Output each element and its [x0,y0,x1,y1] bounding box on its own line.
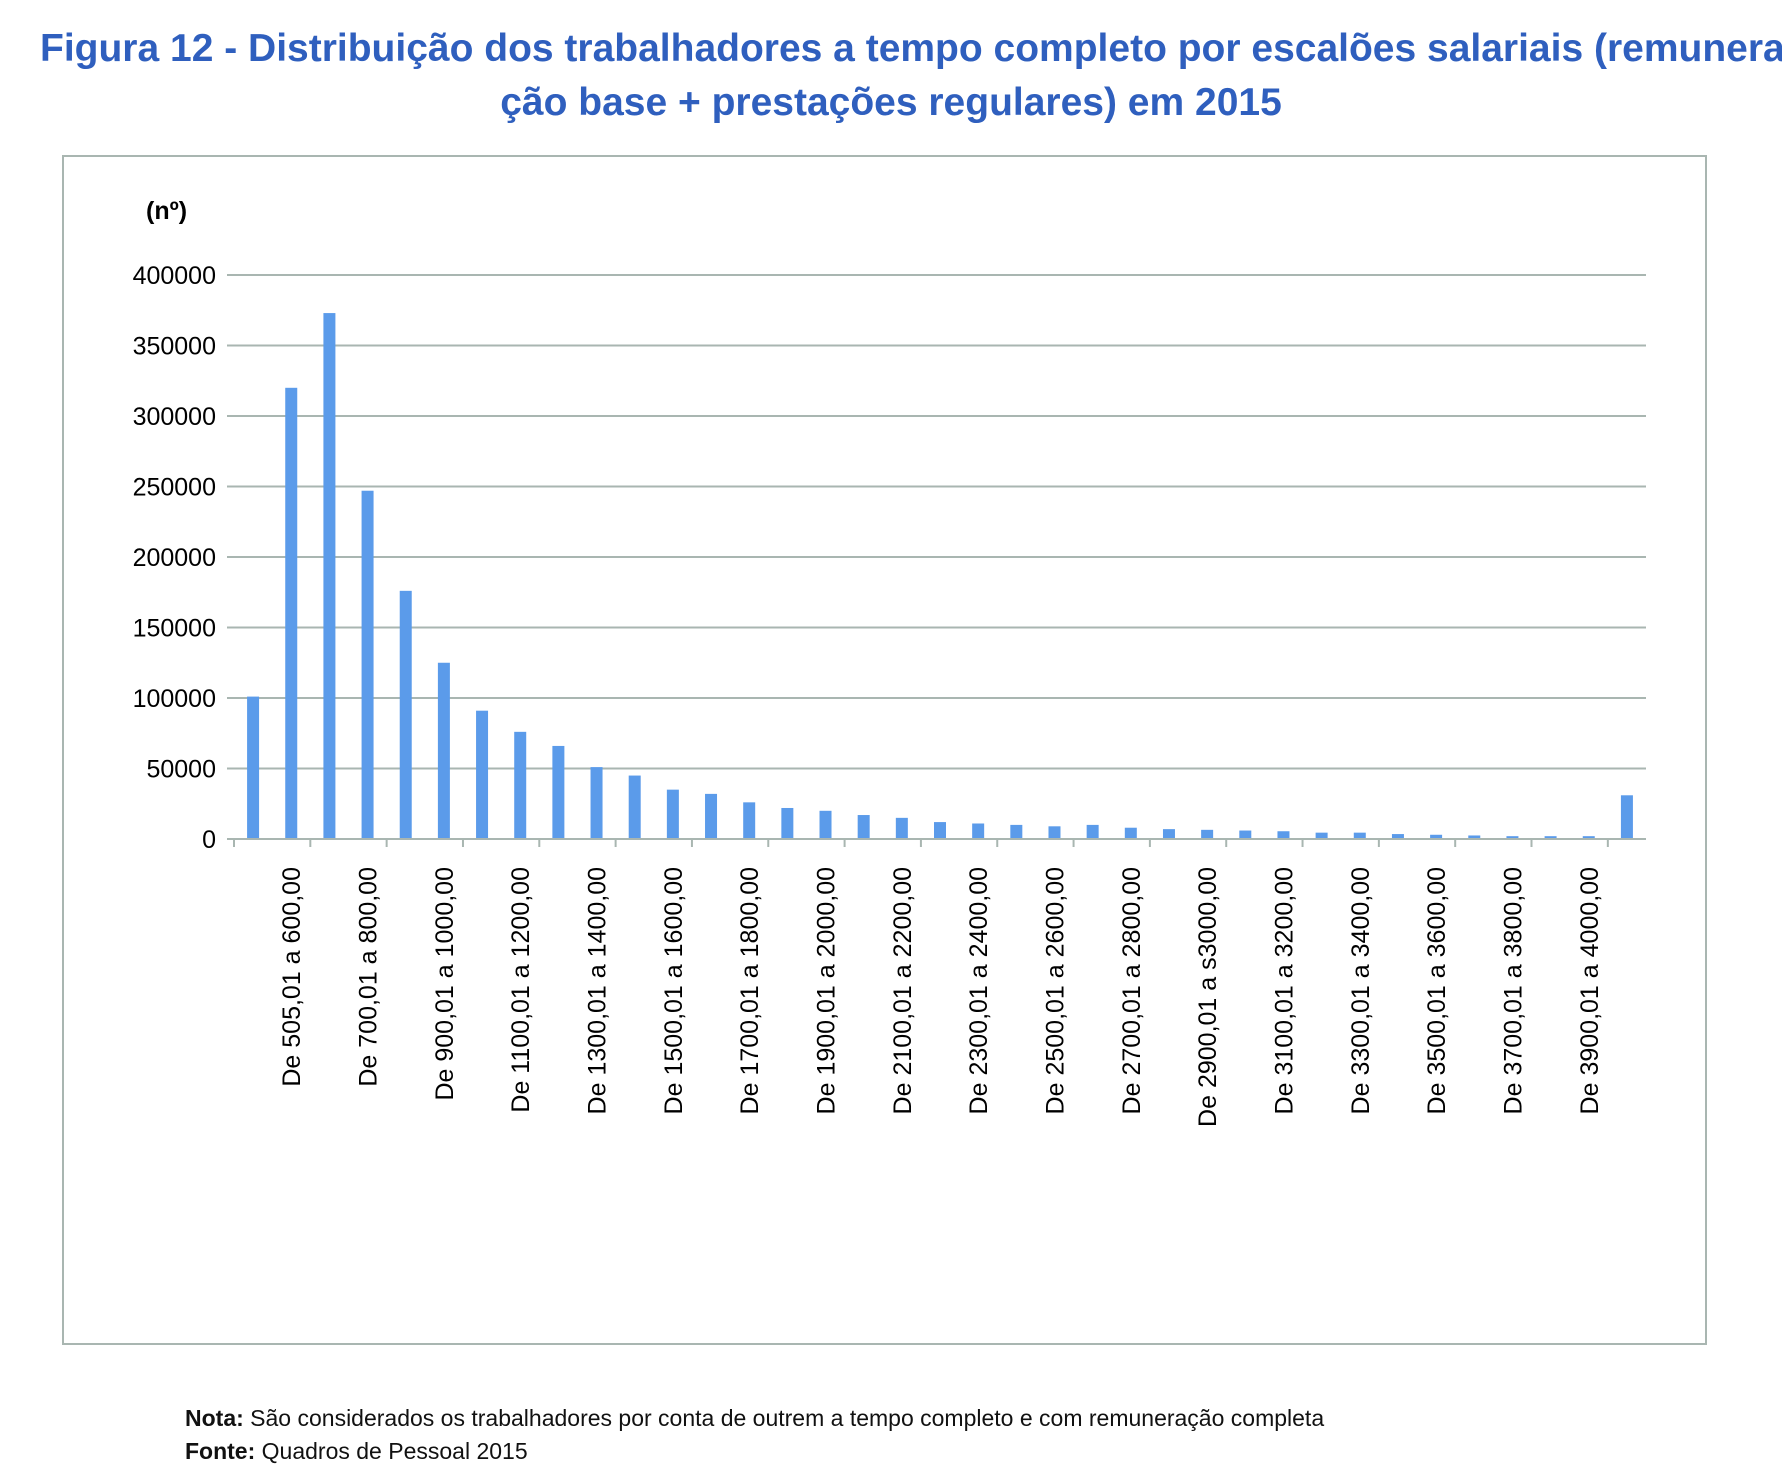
y-tick-label: 350000 [133,333,216,361]
x-tick-label: De 505,01 a 600,00 [278,867,306,1087]
bar [934,822,946,839]
bar [285,387,298,839]
x-tick-label: De 2100,01 a 2200,00 [889,867,917,1114]
note-label: Nota: [185,1405,244,1431]
bar [666,789,679,839]
chart-frame: (nº) 0 50000 100000 150000 200000 250000 30000… [62,155,1707,1464]
x-tick-label: De 2900,01 a s3000,00 [1194,867,1222,1127]
x-tick-label: De 2700,01 a 2800,00 [1118,867,1146,1114]
bar [972,823,985,839]
figure-title: Figura 12 - Distribuição dos trabalhador… [40,22,1782,130]
bar [819,810,832,839]
y-axis-label: (nº) [146,197,187,225]
bars [247,313,1633,839]
y-tick-label: 250000 [133,474,216,502]
bar [1048,826,1061,839]
bar [476,710,489,839]
x-tick-label: De 2500,01 a 2600,00 [1041,867,1069,1114]
bar [1201,829,1214,839]
gridlines [227,274,1646,840]
note-line: Nota: São considerados os trabalhadores … [185,1402,1324,1435]
bar [323,313,336,839]
bar [1010,824,1023,839]
note-text: São considerados os trabalhadores por co… [243,1405,1325,1431]
bar [1239,830,1252,839]
bar [1430,834,1443,839]
notes: Nota: São considerados os trabalhadores … [185,1402,1324,1468]
x-tick-label: De 1900,01 a 2000,00 [813,867,841,1114]
bar [1620,795,1633,839]
bar [1277,831,1290,839]
bar [552,745,565,839]
y-tick-label: 100000 [133,685,216,713]
y-tick-label: 50000 [146,756,216,784]
bar-chart: (nº) 0 50000 100000 150000 200000 250000 30000… [133,197,1646,1127]
bar [1506,836,1519,839]
bar [1162,829,1175,839]
x-tick-label: De 1300,01 a 1400,00 [584,867,612,1114]
y-tick-label: 400000 [133,262,216,290]
bar [361,490,374,839]
y-tick-label: 200000 [133,544,216,572]
figure-title-line1: Figura 12 - Distribuição dos trabalhador… [40,27,1782,70]
x-tick-label: De 3100,01 a 3200,00 [1270,867,1298,1114]
x-tick-label: De 3700,01 a 3800,00 [1499,867,1527,1114]
bar [781,807,794,839]
bar [399,590,412,839]
x-tick-label: De 900,01 a 1000,00 [431,867,459,1101]
x-tick-label: De 3500,01 a 3600,00 [1423,867,1451,1114]
source-text: Quadros de Pessoal 2015 [255,1438,528,1464]
bar [1353,832,1366,839]
x-tick-label: De 2300,01 a 2400,00 [965,867,993,1114]
y-tick-label: 300000 [133,403,216,431]
bar [743,802,756,839]
y-tick-label: 0 [202,826,216,854]
bar [857,815,870,839]
bar [247,696,260,839]
bar [1315,832,1328,839]
bar [437,662,450,839]
x-tick-labels: De 505,01 a 600,00 De 700,01 a 800,00 De 9… [278,867,1604,1127]
bar [1468,835,1481,839]
x-tick-label: De 1700,01 a 1800,00 [736,867,764,1114]
x-tick-label: De 1100,01 a 1200,00 [507,867,535,1113]
x-tick-label: De 700,01 a 800,00 [355,867,383,1087]
x-axis [233,838,1646,847]
bar [590,767,603,839]
x-tick-label: De 3900,01 a 4000,00 [1576,867,1604,1114]
bar [628,775,641,839]
x-tick-label: De 3300,01 a 3400,00 [1347,867,1375,1114]
bar [1391,834,1404,839]
bar [1544,836,1557,839]
x-tick-label: De 1500,01 a 1600,00 [660,867,688,1114]
bar [895,817,908,839]
bar [1124,827,1137,839]
bar [705,793,718,839]
y-tick-labels: 0 50000 100000 150000 200000 250000 300000 3500… [133,262,216,854]
y-tick-label: 150000 [133,615,216,643]
figure-title-line2: ção base + prestações regulares) em 2015 [500,81,1282,124]
source-line: Fonte: Quadros de Pessoal 2015 [185,1435,1324,1468]
bar [1582,836,1595,839]
bar [514,731,527,839]
bar [1086,824,1099,839]
source-label: Fonte: [185,1438,256,1464]
